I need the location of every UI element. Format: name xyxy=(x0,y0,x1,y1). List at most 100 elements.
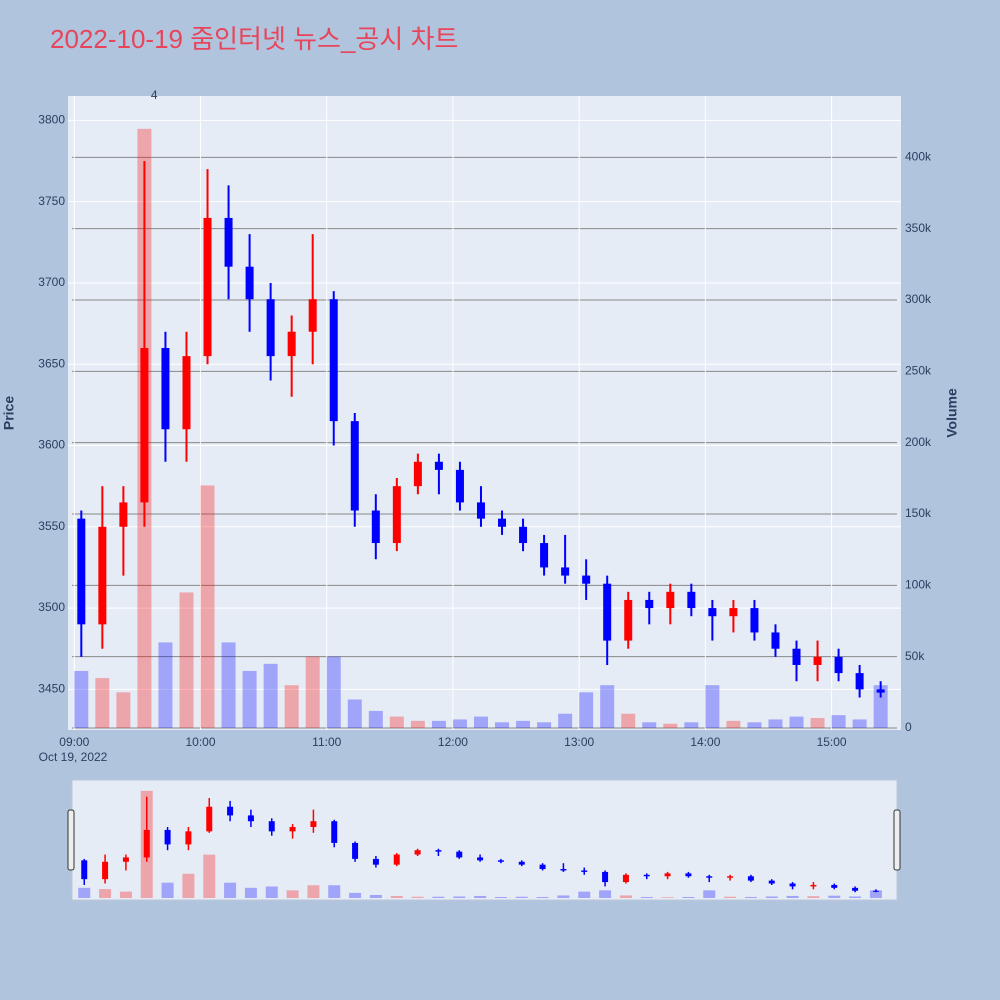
mini-candle-body xyxy=(143,829,150,858)
mini-volume-bar xyxy=(453,896,466,898)
volume-bar xyxy=(558,713,573,728)
mini-volume-bar xyxy=(119,891,132,898)
mini-candle-body xyxy=(414,850,421,855)
volume-bar xyxy=(831,715,846,728)
volume-bar xyxy=(284,685,299,728)
y2-tick-label: 0 xyxy=(905,720,912,734)
slider-handle[interactable] xyxy=(67,809,75,871)
volume-bar xyxy=(516,720,531,728)
volume-bar xyxy=(200,485,215,728)
mini-candle-body xyxy=(477,857,484,861)
mini-volume-bar xyxy=(849,896,862,898)
x-tick-label: 13:00 xyxy=(564,735,594,749)
candle-body xyxy=(666,591,675,609)
volume-bar xyxy=(389,716,404,728)
y-tick-label: 3550 xyxy=(38,519,65,533)
y-tick-label: 3800 xyxy=(38,113,65,127)
candle-body xyxy=(519,526,528,544)
volume-bar xyxy=(495,722,510,728)
mini-candle-body xyxy=(872,890,879,892)
candle-body xyxy=(434,461,443,470)
mini-candle-body xyxy=(164,829,171,845)
mini-volume-bar xyxy=(765,896,778,898)
mini-candle-body xyxy=(310,821,317,828)
y-tick-label: 3650 xyxy=(38,356,65,370)
mini-candle-body xyxy=(122,857,129,862)
mini-candle-body xyxy=(789,883,796,887)
mini-candle-body xyxy=(227,806,234,816)
y-tick-label: 3750 xyxy=(38,194,65,208)
mini-candle-body xyxy=(352,842,359,859)
y2-tick-label: 300k xyxy=(905,292,932,306)
volume-bar xyxy=(600,685,615,728)
mini-volume-bar xyxy=(557,895,570,898)
mini-candle-body xyxy=(560,869,567,871)
candle-body xyxy=(77,518,86,625)
candle-body xyxy=(245,266,254,300)
y2-tick-label: 100k xyxy=(905,578,932,592)
x-date-label: Oct 19, 2022 xyxy=(39,750,108,764)
candle-body xyxy=(771,632,780,649)
mini-volume-bar xyxy=(578,891,591,898)
volume-bar xyxy=(95,678,110,728)
mini-volume-bar xyxy=(494,896,507,898)
mini-volume-bar xyxy=(161,882,174,898)
mini-volume-bar xyxy=(265,886,278,898)
mini-candle-body xyxy=(435,850,442,852)
candle-body xyxy=(455,469,464,503)
candle-body xyxy=(498,518,507,527)
y2-tick-label: 200k xyxy=(905,435,932,449)
y2-tick-label: 250k xyxy=(905,364,932,378)
mini-volume-bar xyxy=(474,895,487,898)
mini-candle-body xyxy=(289,827,296,832)
mini-candle-body xyxy=(664,873,671,877)
mini-volume-bar xyxy=(724,896,737,898)
slider-handle[interactable] xyxy=(893,809,901,871)
y-axis-title: Price xyxy=(1,396,17,430)
x-tick-label: 15:00 xyxy=(817,735,847,749)
mini-volume-bar xyxy=(786,895,799,898)
volume-bar xyxy=(263,663,278,728)
volume-bar xyxy=(179,592,194,728)
mini-volume-bar xyxy=(869,890,882,898)
x-tick-label: 12:00 xyxy=(438,735,468,749)
candle-body xyxy=(582,575,591,584)
x-tick-label: 10:00 xyxy=(186,735,216,749)
candle-body xyxy=(476,502,485,519)
mini-volume-bar xyxy=(244,887,257,898)
mini-candle-body xyxy=(206,806,213,832)
annotation: 4 xyxy=(151,88,158,102)
mini-volume-bar xyxy=(78,887,91,898)
candle-body xyxy=(792,648,801,665)
volume-bar xyxy=(789,716,804,728)
volume-bar xyxy=(537,722,552,728)
mini-candle-body xyxy=(602,871,609,883)
mini-volume-bar xyxy=(619,895,632,898)
mini-volume-bar xyxy=(682,896,695,898)
mini-volume-bar xyxy=(703,890,716,898)
mini-candle-body xyxy=(727,876,734,878)
volume-bar xyxy=(642,722,657,728)
volume-bar xyxy=(684,722,699,728)
volume-bar xyxy=(158,642,173,728)
mini-candle-body xyxy=(810,884,817,887)
y2-tick-label: 350k xyxy=(905,221,932,235)
candle-body xyxy=(308,299,317,332)
mini-volume-bar xyxy=(99,889,112,898)
mini-volume-bar xyxy=(182,873,195,898)
volume-bar xyxy=(873,685,888,728)
volume-bar xyxy=(242,670,257,728)
candle-body xyxy=(708,608,717,617)
x-tick-label: 14:00 xyxy=(690,735,720,749)
volume-bar xyxy=(852,719,867,728)
mini-volume-bar xyxy=(349,892,362,898)
candle-body xyxy=(98,526,107,625)
mini-candle-body xyxy=(456,851,463,858)
volume-bar xyxy=(621,713,636,728)
y2-axis-title: Volume xyxy=(944,388,960,438)
volume-bar xyxy=(221,642,236,728)
candle-body xyxy=(203,217,212,357)
y2-tick-label: 50k xyxy=(905,649,925,663)
mini-volume-bar xyxy=(390,895,403,898)
